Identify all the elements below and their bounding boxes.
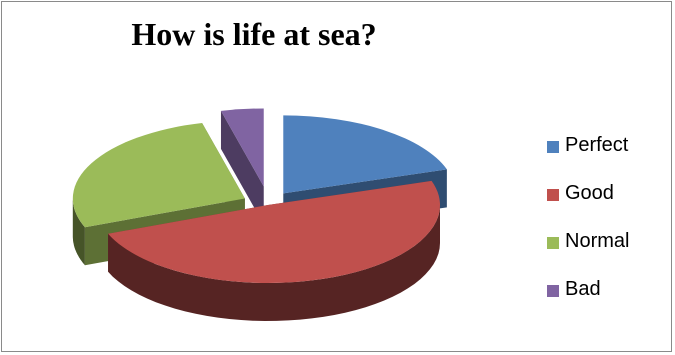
- legend-label-good: Good: [565, 182, 614, 204]
- legend-swatch-normal: [547, 237, 559, 249]
- legend-label-perfect: Perfect: [565, 134, 629, 156]
- legend-swatch-good: [547, 189, 559, 201]
- chart-title: How is life at sea?: [131, 16, 377, 52]
- slice-bad: [220, 108, 264, 187]
- legend-swatch-bad: [547, 285, 559, 297]
- slice-wall-good: [108, 205, 440, 321]
- slice-wall-normal: [72, 198, 85, 266]
- legend-label-bad: Bad: [565, 278, 601, 300]
- slice-side-bad-0: [220, 110, 264, 225]
- slice-perfect: [283, 115, 447, 194]
- legend-swatch-perfect: [547, 141, 559, 153]
- slice-normal: [72, 122, 245, 228]
- slice-good: [108, 180, 441, 283]
- legend-label-normal: Normal: [565, 230, 630, 252]
